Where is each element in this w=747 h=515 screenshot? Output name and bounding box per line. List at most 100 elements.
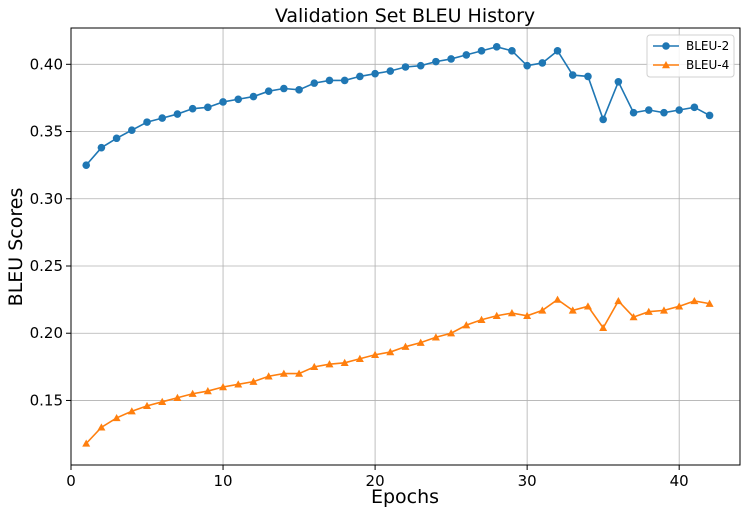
data-point-bleu-2 — [477, 47, 486, 55]
data-point-bleu-4 — [401, 342, 410, 350]
data-point-bleu-4 — [644, 307, 653, 315]
data-point-bleu-4 — [492, 311, 501, 319]
data-point-bleu-2 — [97, 143, 106, 152]
legend: BLEU-2 BLEU-4 — [646, 34, 735, 78]
data-point-bleu-2 — [553, 47, 562, 55]
data-point-bleu-2 — [492, 43, 501, 51]
data-point-bleu-2 — [523, 61, 531, 70]
legend-label: BLEU-4 — [686, 58, 729, 72]
data-point-bleu-2 — [462, 51, 471, 59]
data-point-bleu-4 — [249, 377, 258, 385]
data-point-bleu-4 — [82, 439, 91, 447]
data-point-bleu-2 — [508, 47, 516, 55]
data-point-bleu-2 — [599, 115, 607, 124]
data-point-bleu-2 — [219, 98, 227, 106]
data-point-bleu-2 — [340, 76, 349, 85]
data-point-bleu-4 — [371, 350, 380, 358]
chart-title: Validation Set BLEU History — [275, 5, 535, 27]
data-point-bleu-4 — [583, 302, 592, 310]
data-point-bleu-2 — [705, 111, 714, 120]
data-point-bleu-4 — [386, 348, 395, 356]
data-point-bleu-2 — [538, 59, 547, 67]
data-point-bleu-2 — [614, 77, 623, 86]
legend-item-bleu-4: BLEU-4 — [653, 58, 729, 72]
x-tick-label: 10 — [213, 472, 232, 490]
data-point-bleu-4 — [431, 333, 440, 341]
data-point-bleu-4 — [690, 296, 699, 305]
data-point-bleu-4 — [219, 383, 228, 391]
data-point-bleu-4 — [538, 306, 547, 314]
data-point-bleu-2 — [325, 76, 334, 85]
data-point-bleu-2 — [660, 108, 668, 117]
data-point-bleu-4 — [173, 393, 182, 401]
data-point-bleu-2 — [280, 84, 288, 93]
data-point-bleu-4 — [568, 306, 577, 314]
x-tick-label: 40 — [670, 472, 689, 490]
data-point-bleu-4 — [599, 323, 608, 332]
data-point-bleu-2 — [629, 108, 638, 117]
data-point-bleu-2 — [249, 92, 258, 101]
x-tick-label: 20 — [366, 472, 385, 490]
data-point-bleu-4 — [158, 397, 167, 406]
data-point-bleu-2 — [173, 110, 182, 118]
data-point-bleu-4 — [143, 401, 152, 410]
legend-item-bleu-2: BLEU-2 — [653, 39, 729, 53]
data-point-bleu-4 — [112, 413, 121, 422]
y-tick-label: 0.35 — [30, 123, 63, 141]
data-point-bleu-4 — [659, 306, 668, 314]
series-line-bleu-4 — [85, 298, 710, 445]
data-point-bleu-2 — [204, 103, 212, 112]
x-tick-label: 30 — [518, 472, 537, 490]
data-point-bleu-4 — [629, 313, 638, 321]
series-layer — [82, 43, 714, 447]
data-point-bleu-2 — [447, 55, 455, 63]
data-point-bleu-4 — [97, 423, 106, 431]
data-point-bleu-2 — [128, 126, 136, 134]
data-point-bleu-4 — [295, 369, 304, 377]
data-point-bleu-2 — [264, 87, 273, 95]
y-tick-label: 0.40 — [30, 55, 63, 73]
data-point-bleu-4 — [340, 358, 349, 367]
data-point-bleu-2 — [432, 57, 440, 66]
y-tick-label: 0.25 — [30, 257, 63, 275]
data-point-bleu-2 — [356, 72, 364, 81]
data-point-bleu-4 — [310, 362, 319, 371]
data-point-bleu-2 — [295, 86, 303, 94]
data-point-bleu-2 — [401, 63, 410, 71]
tick-layer: 0 10 20 30 40 0.15 0.20 0.25 0.30 0.35 0.40 — [30, 55, 689, 490]
series-bleu-2 — [82, 43, 714, 169]
data-point-bleu-2 — [386, 67, 395, 75]
legend-label: BLEU-2 — [686, 39, 729, 53]
y-tick-label: 0.30 — [30, 190, 63, 208]
data-point-bleu-4 — [614, 296, 623, 305]
data-point-bleu-2 — [644, 106, 653, 114]
data-point-bleu-2 — [234, 95, 243, 104]
data-point-bleu-2 — [690, 103, 699, 112]
legend-swatch-marker — [662, 42, 670, 50]
data-point-bleu-4 — [188, 389, 197, 397]
y-tick-label: 0.20 — [30, 324, 63, 342]
data-point-bleu-4 — [462, 321, 471, 329]
data-point-bleu-2 — [675, 106, 683, 114]
data-point-bleu-2 — [82, 161, 91, 169]
data-point-bleu-2 — [416, 61, 425, 70]
y-axis-label: BLEU Scores — [5, 188, 27, 307]
data-point-bleu-2 — [568, 71, 577, 79]
data-point-bleu-4 — [127, 407, 136, 415]
data-point-bleu-4 — [234, 380, 243, 388]
data-point-bleu-2 — [371, 69, 379, 78]
data-point-bleu-4 — [675, 302, 684, 310]
data-point-bleu-2 — [584, 72, 592, 81]
data-point-bleu-4 — [264, 372, 273, 380]
series-bleu-4 — [82, 295, 714, 447]
plot-frame — [70, 27, 741, 466]
data-point-bleu-2 — [143, 118, 151, 126]
data-point-bleu-2 — [158, 114, 167, 122]
data-point-bleu-4 — [523, 311, 532, 319]
x-tick-label: 0 — [66, 472, 76, 490]
data-point-bleu-4 — [507, 309, 516, 317]
data-point-bleu-2 — [112, 134, 121, 143]
data-point-bleu-4 — [477, 315, 486, 323]
legend-swatch-marker — [662, 61, 670, 69]
